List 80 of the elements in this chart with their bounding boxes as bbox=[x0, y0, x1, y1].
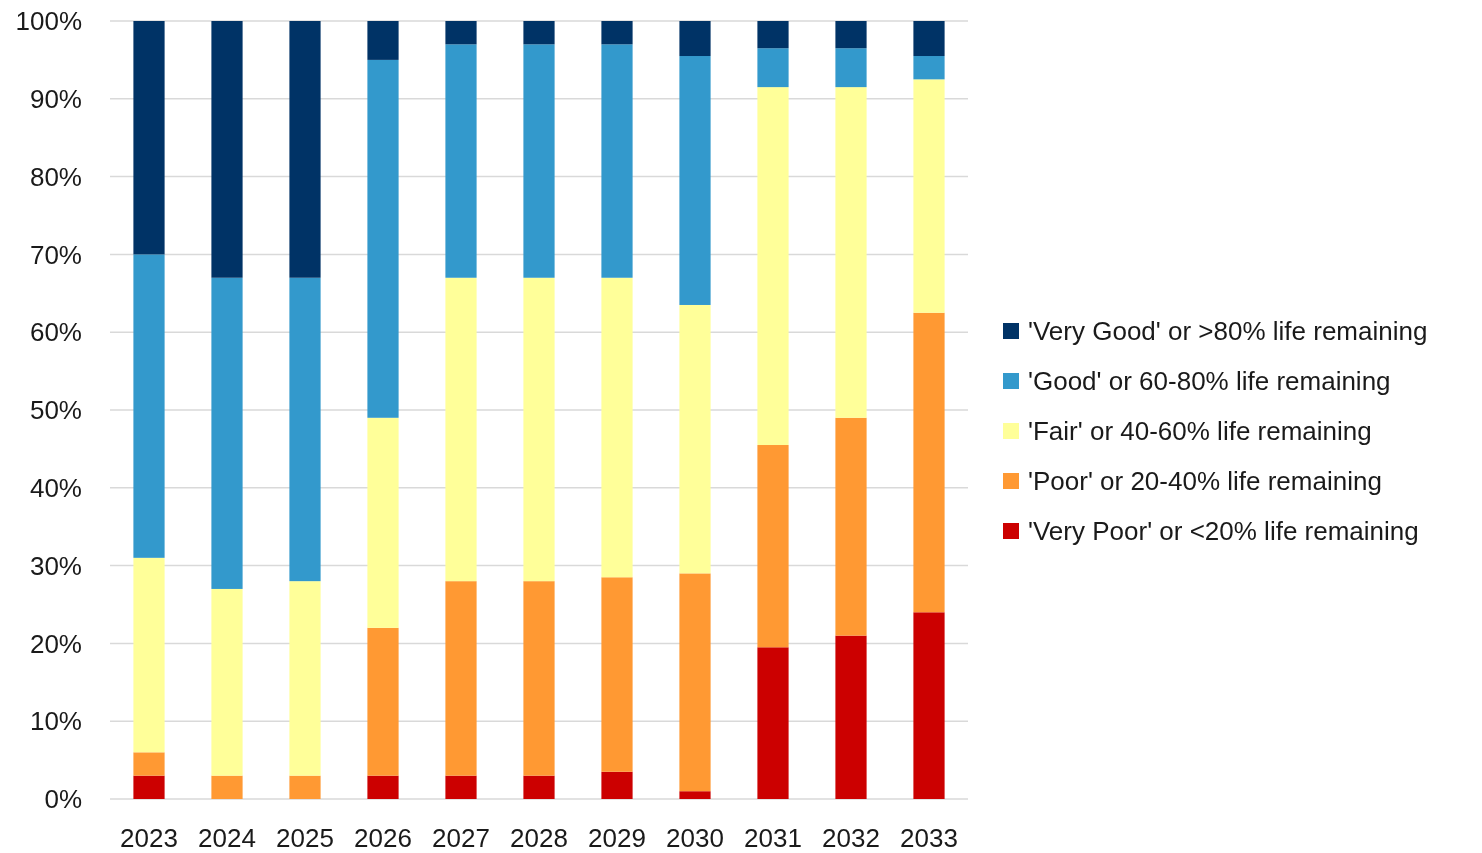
y-tick-label: 90% bbox=[29, 83, 82, 114]
y-tick-label: 100% bbox=[15, 6, 82, 37]
bar bbox=[367, 627, 399, 776]
bar bbox=[757, 647, 789, 799]
x-tick-label: 2027 bbox=[432, 823, 490, 853]
bar bbox=[679, 21, 711, 57]
bar bbox=[445, 277, 477, 582]
bar bbox=[679, 304, 711, 574]
x-tick-label: 2028 bbox=[510, 823, 568, 853]
bar bbox=[133, 557, 165, 753]
y-tick-label: 10% bbox=[29, 706, 82, 737]
bar bbox=[523, 775, 555, 799]
y-tick-label: 70% bbox=[29, 239, 82, 270]
legend-label: 'Poor' or 20-40% life remaining bbox=[1028, 466, 1382, 497]
bar bbox=[913, 21, 945, 57]
legend-label: 'Very Good' or >80% life remaining bbox=[1028, 316, 1428, 347]
x-tick-label: 2024 bbox=[198, 823, 256, 853]
bar bbox=[913, 79, 945, 313]
bar bbox=[133, 21, 165, 255]
x-tick-label: 2030 bbox=[666, 823, 724, 853]
bar bbox=[523, 277, 555, 582]
bar bbox=[601, 44, 633, 278]
bar bbox=[445, 581, 477, 776]
bar bbox=[835, 87, 867, 418]
bar bbox=[289, 277, 321, 582]
bar bbox=[757, 87, 789, 446]
bar bbox=[601, 771, 633, 799]
bar bbox=[523, 21, 555, 45]
bar bbox=[211, 21, 243, 278]
y-tick-label: 60% bbox=[29, 317, 82, 348]
bar bbox=[211, 277, 243, 589]
bar bbox=[757, 48, 789, 88]
x-tick-label: 2026 bbox=[354, 823, 412, 853]
bar bbox=[601, 277, 633, 578]
bar bbox=[133, 254, 165, 558]
bar bbox=[679, 791, 711, 799]
bar bbox=[913, 56, 945, 80]
bar bbox=[601, 577, 633, 772]
x-tick-label: 2025 bbox=[276, 823, 334, 853]
bar bbox=[133, 752, 165, 776]
bar bbox=[679, 56, 711, 305]
bar bbox=[835, 21, 867, 49]
bar bbox=[133, 775, 165, 799]
bar bbox=[367, 59, 399, 418]
bar bbox=[601, 21, 633, 45]
bar bbox=[367, 417, 399, 628]
x-tick-label: 2033 bbox=[900, 823, 958, 853]
legend-label: 'Very Poor' or <20% life remaining bbox=[1028, 516, 1419, 547]
bar bbox=[289, 581, 321, 776]
bar bbox=[523, 581, 555, 776]
y-tick-label: 20% bbox=[29, 628, 82, 659]
y-tick-label: 30% bbox=[29, 550, 82, 581]
y-tick-label: 50% bbox=[29, 395, 82, 426]
bar bbox=[211, 775, 243, 799]
bar bbox=[757, 21, 789, 49]
bar bbox=[913, 312, 945, 613]
x-tick-label: 2023 bbox=[120, 823, 178, 853]
bar bbox=[523, 44, 555, 278]
y-tick-label: 80% bbox=[29, 161, 82, 192]
bar bbox=[835, 417, 867, 636]
bar bbox=[445, 775, 477, 799]
x-tick-label: 2031 bbox=[744, 823, 802, 853]
bar bbox=[211, 588, 243, 776]
bar bbox=[445, 21, 477, 45]
x-tick-label: 2029 bbox=[588, 823, 646, 853]
bar bbox=[679, 573, 711, 792]
bar bbox=[289, 775, 321, 799]
bar bbox=[445, 44, 477, 278]
y-tick-label: 40% bbox=[29, 472, 82, 503]
y-tick-label: 0% bbox=[44, 784, 82, 815]
bar bbox=[835, 635, 867, 799]
bar bbox=[367, 21, 399, 60]
legend-label: 'Good' or 60-80% life remaining bbox=[1028, 366, 1391, 397]
bar bbox=[913, 612, 945, 799]
bar bbox=[289, 21, 321, 278]
bar bbox=[367, 775, 399, 799]
x-tick-label: 2032 bbox=[822, 823, 880, 853]
legend-label: 'Fair' or 40-60% life remaining bbox=[1028, 416, 1372, 447]
bar bbox=[757, 445, 789, 648]
bar bbox=[835, 48, 867, 88]
